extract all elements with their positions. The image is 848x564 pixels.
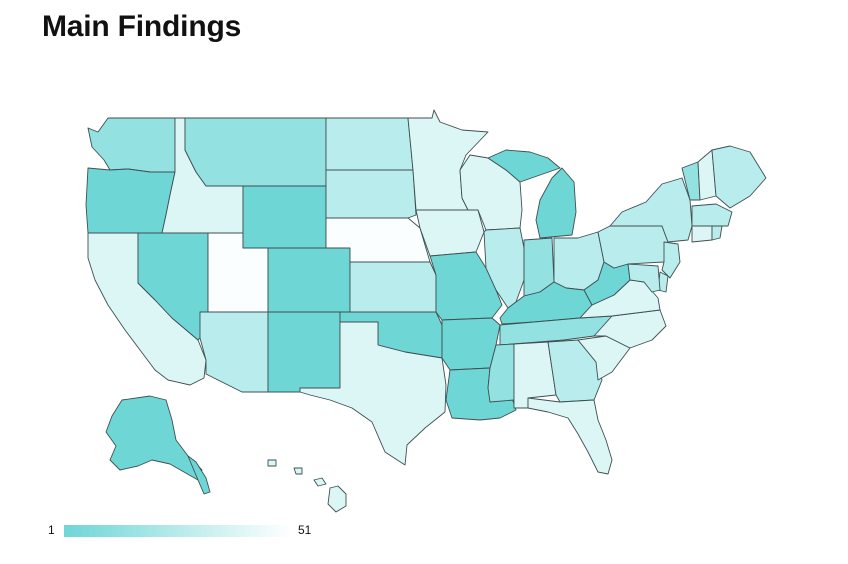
state-kansas[interactable] [349, 261, 437, 313]
legend-max-label: 51 [298, 523, 312, 537]
state-rhode-island[interactable] [711, 225, 723, 241]
state-oregon[interactable] [85, 167, 176, 234]
color-legend: 1 51 [48, 522, 328, 540]
state-new-mexico[interactable] [267, 311, 341, 393]
state-michigan[interactable] [535, 167, 577, 239]
state-maryland[interactable] [627, 263, 661, 293]
state-hawaii-kauai[interactable] [267, 459, 277, 467]
state-colorado[interactable] [267, 247, 351, 313]
state-north-dakota[interactable] [325, 117, 414, 171]
state-alaska[interactable] [105, 395, 203, 481]
page-title: Main Findings [42, 10, 242, 43]
state-wisconsin[interactable] [459, 154, 523, 231]
state-wyoming[interactable] [242, 185, 327, 249]
state-maine[interactable] [711, 145, 767, 209]
state-florida[interactable] [527, 397, 613, 475]
state-hawaii-maui[interactable] [313, 477, 327, 487]
legend-min-label: 1 [48, 523, 55, 537]
state-arizona[interactable] [199, 311, 269, 393]
state-texas[interactable] [299, 321, 447, 466]
state-montana[interactable] [184, 117, 327, 187]
state-washington[interactable] [87, 117, 176, 173]
legend-gradient-bar [64, 525, 292, 537]
state-pennsylvania[interactable] [597, 225, 669, 269]
state-new-jersey[interactable] [661, 241, 681, 279]
state-hawaii[interactable] [327, 485, 347, 513]
state-hawaii-oahu[interactable] [293, 467, 303, 475]
state-alaska-panhandle[interactable] [187, 455, 211, 495]
state-michigan-upper[interactable] [487, 149, 561, 183]
state-massachusetts[interactable] [691, 203, 733, 227]
state-south-dakota[interactable] [325, 169, 417, 219]
state-connecticut[interactable] [691, 225, 713, 243]
state-missouri[interactable] [429, 251, 503, 321]
